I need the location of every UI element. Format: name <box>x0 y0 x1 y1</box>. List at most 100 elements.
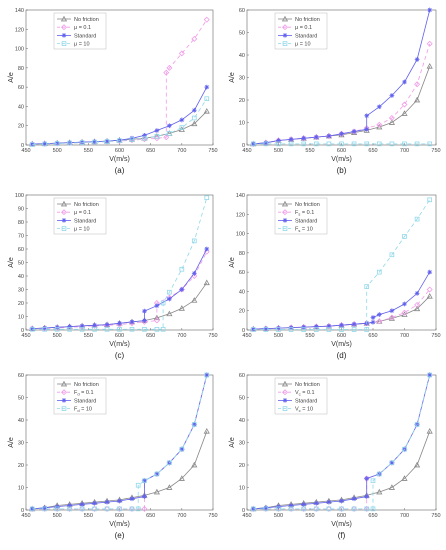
data-point <box>167 460 172 466</box>
data-point <box>42 325 48 331</box>
data-point <box>154 303 160 309</box>
data-point <box>376 312 382 317</box>
legend-marker <box>61 406 67 411</box>
legend-marker <box>61 218 67 223</box>
data-point <box>364 141 370 147</box>
series <box>250 141 433 147</box>
data-point <box>117 498 122 504</box>
data-point <box>67 324 73 330</box>
data-point <box>427 372 433 378</box>
x-tick-label: 650 <box>368 148 377 154</box>
x-tick-label: 500 <box>274 333 283 339</box>
chart-panel: 450 500 550 600 650 700 750 0 10 20 30 40 50 60 70 80 90… <box>8 193 218 360</box>
x-tick-label: 650 <box>368 333 377 339</box>
x-tick-label: 750 <box>431 513 440 519</box>
y-tick-label: 60 <box>239 8 245 14</box>
data-point <box>204 195 210 201</box>
data-point <box>42 505 48 511</box>
legend-marker <box>60 200 68 207</box>
data-point <box>263 327 269 332</box>
legend-label: μ = 10 <box>295 42 311 48</box>
chart-panel: 450 500 550 600 650 700 750 0 10 20 30 40 50 60 V(m/s)… <box>8 372 218 540</box>
y-tick-label: 60 <box>18 85 24 91</box>
data-point <box>204 372 210 378</box>
y-axis-label: A/e <box>229 437 236 448</box>
x-tick-label: 450 <box>21 333 30 339</box>
data-point <box>203 279 210 286</box>
legend-label: Fd = 0.1 <box>74 390 94 397</box>
legend-marker <box>282 218 288 223</box>
x-tick-label: 650 <box>146 148 155 154</box>
x-tick-label: 450 <box>21 148 30 154</box>
series-line <box>32 374 208 510</box>
data-point <box>364 284 370 289</box>
data-point <box>250 141 256 147</box>
data-point <box>42 141 48 146</box>
panel-label: (e) <box>115 531 125 540</box>
data-point <box>154 128 160 133</box>
y-axis-label: A/e <box>229 257 236 268</box>
data-point <box>179 117 185 123</box>
y-tick-label: 30 <box>18 288 24 294</box>
legend: No friction μ = 0.1 Standard μ = 10 <box>274 12 328 50</box>
data-point <box>166 296 172 302</box>
data-point <box>427 197 433 203</box>
legend-marker <box>61 398 67 403</box>
data-point <box>67 506 72 512</box>
data-point <box>389 141 395 147</box>
data-point <box>276 506 281 512</box>
data-point <box>142 478 147 484</box>
y-tick-label: 20 <box>239 98 245 104</box>
legend-marker <box>282 33 288 38</box>
data-point <box>426 40 433 47</box>
data-point <box>178 475 185 481</box>
data-point <box>42 506 48 512</box>
data-point <box>79 501 85 507</box>
x-tick-label: 650 <box>146 513 155 519</box>
data-point <box>92 506 97 512</box>
data-point <box>351 496 357 502</box>
x-tick-label: 650 <box>146 333 155 339</box>
data-point <box>179 446 185 452</box>
x-tick-label: 700 <box>177 333 186 339</box>
x-tick-label: 450 <box>242 148 251 154</box>
data-point <box>54 327 60 332</box>
data-point <box>313 141 319 147</box>
y-axis-label: A/e <box>229 72 236 83</box>
data-point <box>427 269 433 275</box>
panel-label: (c) <box>115 351 125 360</box>
data-point <box>250 326 256 332</box>
data-point <box>67 140 73 145</box>
data-point <box>117 137 122 143</box>
data-point <box>288 327 294 332</box>
data-point <box>364 327 370 332</box>
legend-marker <box>282 406 288 411</box>
legend-marker <box>61 209 67 216</box>
legend-marker <box>282 24 288 31</box>
data-point <box>154 471 160 477</box>
legend-label: Vc = 10 <box>295 407 313 414</box>
data-point <box>191 270 197 276</box>
data-point <box>67 503 73 508</box>
data-point <box>167 289 172 295</box>
x-tick-label: 700 <box>400 333 409 339</box>
y-tick-label: 0 <box>21 143 24 149</box>
x-tick-label: 450 <box>242 333 251 339</box>
data-point <box>104 506 110 512</box>
data-point <box>351 129 357 134</box>
data-point <box>263 506 269 512</box>
data-point <box>426 286 433 293</box>
data-point <box>203 248 210 255</box>
data-point <box>301 135 307 141</box>
data-point <box>351 321 357 327</box>
data-point <box>414 461 421 468</box>
data-point <box>191 120 198 127</box>
data-point <box>276 141 281 147</box>
data-point <box>79 506 85 512</box>
data-point <box>142 135 147 141</box>
data-point <box>191 115 197 121</box>
data-point <box>153 314 160 321</box>
